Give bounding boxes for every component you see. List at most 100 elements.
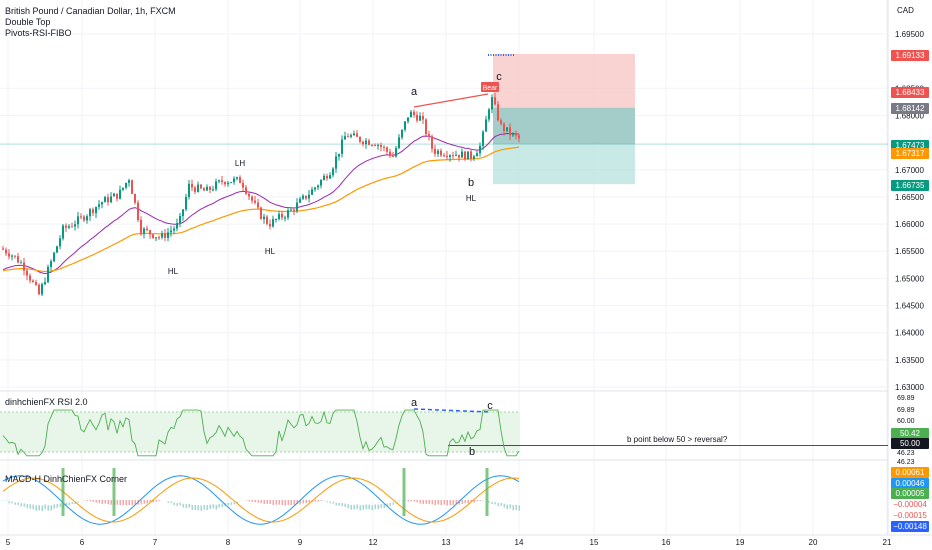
macd-bar xyxy=(380,503,382,508)
candle-body xyxy=(182,209,184,217)
macd-bar xyxy=(86,500,88,501)
candle-body xyxy=(308,194,310,199)
candle-body xyxy=(338,153,340,157)
macd-bar xyxy=(221,503,223,508)
macd-bar xyxy=(8,501,10,504)
candle-body xyxy=(350,135,352,137)
candle-body xyxy=(263,216,265,219)
macd-bar xyxy=(35,505,37,511)
candle-body xyxy=(275,219,277,221)
macd-bar xyxy=(32,504,34,510)
macd-bar xyxy=(131,500,133,506)
symbol-title: British Pound / Canadian Dollar, 1h, FXC… xyxy=(5,6,176,16)
candle-body xyxy=(86,216,88,221)
macd-bar xyxy=(338,502,340,506)
macd-bar xyxy=(119,500,121,505)
macd-bar xyxy=(278,500,280,505)
candle-body xyxy=(515,133,517,136)
macd-bar xyxy=(29,504,31,509)
candle-body xyxy=(152,234,154,239)
candle-body xyxy=(56,246,58,253)
macd-bar xyxy=(56,503,58,508)
macd-bar xyxy=(413,500,415,502)
indicator-pivots[interactable]: Pivots-RSI-FIBO xyxy=(5,28,72,38)
candle-body xyxy=(506,127,508,131)
candle-body xyxy=(62,225,64,239)
indicator-double-top[interactable]: Double Top xyxy=(5,17,51,27)
candle-body xyxy=(503,123,505,131)
candle-body xyxy=(398,137,400,149)
candle-body xyxy=(437,150,439,154)
macd-bar xyxy=(101,500,103,504)
candle-body xyxy=(17,256,19,263)
candle-body xyxy=(5,249,7,254)
candle-body xyxy=(455,154,457,156)
candle-body xyxy=(314,187,316,190)
macd-bar xyxy=(236,501,238,504)
candle-body xyxy=(362,141,364,145)
macd-bar xyxy=(254,500,256,503)
candle-body xyxy=(257,202,259,208)
candle-body xyxy=(119,189,121,199)
candle-body xyxy=(488,109,490,120)
macd-bar xyxy=(26,504,28,509)
candle-body xyxy=(149,230,151,235)
candle-body xyxy=(335,156,337,169)
annotation-LH: LH xyxy=(235,159,245,168)
macd-bar xyxy=(182,503,184,508)
candle-body xyxy=(224,181,226,185)
macd-bar xyxy=(377,504,379,510)
macd-bar xyxy=(188,503,190,508)
macd-bar xyxy=(458,500,460,505)
macd-bar xyxy=(227,502,229,506)
candle-body xyxy=(344,136,346,140)
macd-bar xyxy=(365,504,367,509)
candle-body xyxy=(434,148,436,154)
x-tick-label: 6 xyxy=(80,538,85,547)
time-axis[interactable]: 5 6 7 8 9 12 13 14 15 16 19 20 21 xyxy=(6,538,892,547)
candle-body xyxy=(92,209,94,214)
candle-body xyxy=(80,216,82,218)
candle-body xyxy=(125,182,127,188)
candle-body xyxy=(272,219,274,227)
candle-body xyxy=(38,284,40,295)
tag-1.69133: 1.69133 xyxy=(891,50,929,61)
candle-body xyxy=(317,185,319,188)
macd-bar xyxy=(314,500,316,502)
candle-body xyxy=(482,131,484,146)
candle-body xyxy=(41,284,43,295)
candle-body xyxy=(26,270,28,276)
rsi-title[interactable]: dinhchienFX RSI 2.0 xyxy=(5,397,88,407)
candle-body xyxy=(128,180,130,183)
candle-body xyxy=(305,195,307,199)
candle-body xyxy=(476,153,478,157)
rsi-divergence xyxy=(413,408,491,413)
macd-bar xyxy=(356,504,358,509)
currency-label: CAD xyxy=(897,6,914,15)
corner-marker xyxy=(61,468,65,516)
candle-body xyxy=(155,237,157,239)
macd-bar xyxy=(20,503,22,507)
candle-body xyxy=(371,144,373,146)
macd-title[interactable]: MACD-H DinhChienFX Corner xyxy=(5,474,128,484)
macd-bar xyxy=(194,504,196,510)
candle-body xyxy=(443,155,445,157)
candle-body xyxy=(497,104,499,121)
macd-bar xyxy=(98,500,100,504)
y-tick-label: 1.64500 xyxy=(895,302,924,311)
macd-bar xyxy=(134,500,136,505)
candle-body xyxy=(209,186,211,190)
candle-body xyxy=(188,183,190,197)
candle-body xyxy=(509,127,511,136)
candle-body xyxy=(404,121,406,130)
candle-body xyxy=(170,230,172,233)
macd-bar xyxy=(497,503,499,507)
candle-body xyxy=(134,193,136,203)
candle-body xyxy=(230,182,232,184)
macd-bar xyxy=(443,500,445,505)
macd-bar xyxy=(197,505,199,511)
candle-body xyxy=(89,209,91,217)
candle-body xyxy=(287,210,289,218)
candle-body xyxy=(65,225,67,228)
